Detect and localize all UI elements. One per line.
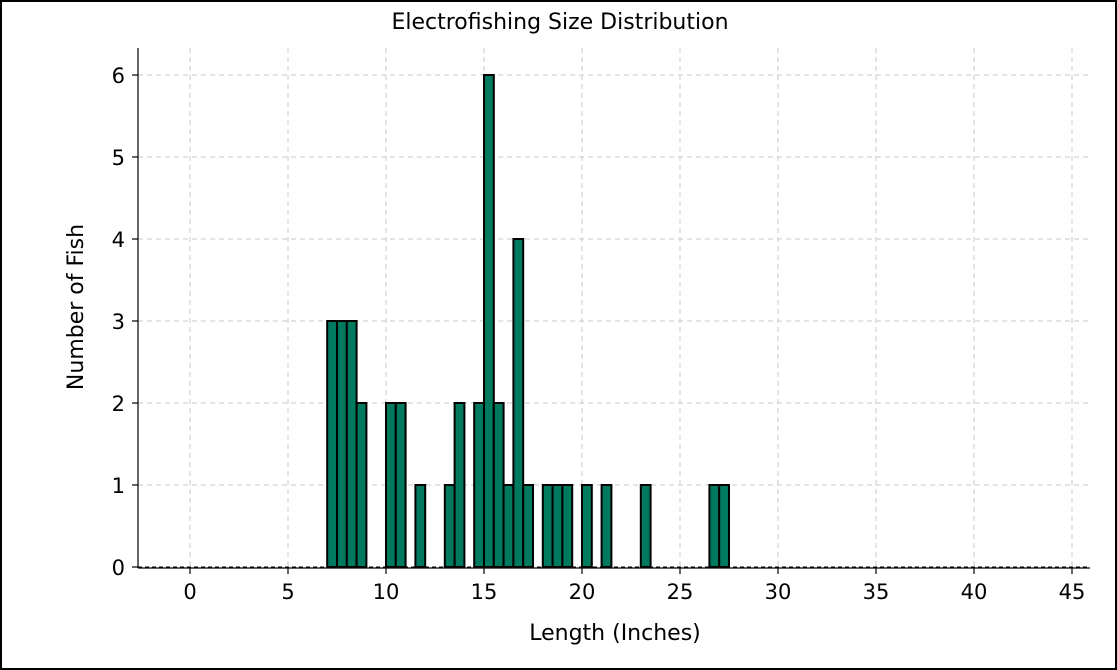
bar-12: [502, 484, 515, 568]
y-tick-label-1: 1: [112, 474, 125, 498]
bar-0: [326, 320, 339, 568]
bar-3: [355, 402, 368, 568]
y-tick-label-3: 3: [112, 310, 125, 334]
x-tick-label-5: 25: [667, 580, 694, 604]
bar-2: [345, 320, 358, 568]
x-tick-label-0: 0: [183, 580, 196, 604]
y-tick-label-4: 4: [112, 228, 125, 252]
bar-13: [512, 238, 525, 568]
y-tick-label-2: 2: [112, 392, 125, 416]
bar-19: [600, 484, 613, 568]
bar-11: [492, 402, 505, 568]
bar-6: [414, 484, 427, 568]
bar-10: [483, 74, 495, 568]
x-tick-label-2: 10: [373, 580, 400, 604]
y-tick-label-5: 5: [112, 146, 125, 170]
grid-lines: [138, 48, 1090, 568]
y-axis-label: Number of Fish: [64, 224, 89, 390]
bar-18: [581, 484, 593, 568]
chart-title: Electrofishing Size Distribution: [391, 10, 728, 35]
bar-22: [718, 484, 731, 568]
x-tick-label-1: 5: [281, 580, 294, 604]
x-tick-label-7: 35: [863, 580, 890, 604]
x-tick-label-3: 15: [471, 580, 498, 604]
bar-4: [385, 402, 397, 568]
y-tick-label-6: 6: [112, 64, 125, 88]
x-tick-label-8: 40: [961, 580, 988, 604]
x-tick-label-4: 20: [569, 580, 596, 604]
bar-16: [551, 484, 564, 568]
y-tick-label-0: 0: [112, 556, 125, 580]
bar-1: [336, 320, 348, 568]
x-axis-label: Length (Inches): [529, 621, 701, 646]
bar-15: [541, 484, 554, 568]
bar-21: [708, 484, 721, 568]
x-tick-label-9: 45: [1059, 580, 1086, 604]
bar-9: [473, 402, 486, 568]
bar-8: [453, 402, 466, 568]
bar-17: [561, 484, 574, 568]
bar-7: [443, 484, 456, 568]
bar-5: [394, 402, 407, 568]
x-tick-label-6: 30: [765, 580, 792, 604]
bar-20: [639, 484, 652, 568]
bar-14: [522, 484, 535, 568]
